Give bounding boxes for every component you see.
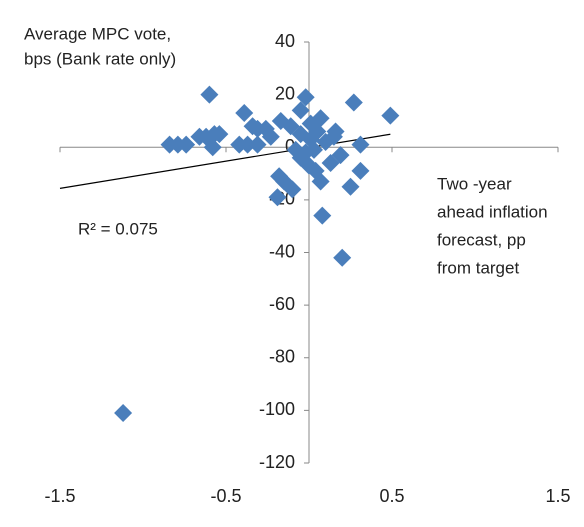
point [331, 146, 350, 165]
y-axis-label: bps (Bank rate only) [24, 49, 176, 68]
x-tick-label: -1.5 [44, 486, 75, 506]
point [296, 88, 315, 107]
point [341, 177, 360, 196]
point [203, 138, 222, 157]
point [324, 127, 343, 146]
point [381, 106, 400, 125]
point [351, 161, 370, 180]
point [344, 93, 363, 112]
point [235, 104, 254, 123]
x-tick-label: 1.5 [545, 486, 570, 506]
point [114, 404, 133, 423]
y-tick-label: -60 [269, 294, 295, 314]
x-axis-label: Two -year [437, 174, 512, 193]
x-axis-label: ahead inflation [437, 202, 548, 221]
point [311, 109, 330, 128]
point [238, 135, 257, 154]
y-axis-label: Average MPC vote, [24, 24, 171, 43]
point [261, 127, 280, 146]
point [311, 172, 330, 191]
point [304, 140, 323, 159]
point [248, 135, 267, 154]
x-tick-label: 0.5 [379, 486, 404, 506]
point [283, 180, 302, 199]
y-tick-label: 20 [275, 83, 295, 103]
point [200, 85, 219, 104]
y-tick-label: -40 [269, 241, 295, 261]
y-tick-label: -80 [269, 347, 295, 367]
point [291, 101, 310, 120]
point [333, 248, 352, 267]
point [351, 135, 370, 154]
x-tick-label: -0.5 [210, 486, 241, 506]
r-squared-annotation: R² = 0.075 [78, 219, 158, 238]
point [286, 140, 305, 159]
y-tick-label: 40 [275, 31, 295, 51]
y-tick-label: 0 [285, 136, 295, 156]
y-tick-label: -100 [259, 399, 295, 419]
point [210, 125, 229, 144]
x-axis-label: from target [437, 258, 519, 277]
y-tick-label: -120 [259, 452, 295, 472]
point [308, 122, 327, 141]
point [268, 188, 287, 207]
point [313, 206, 332, 225]
x-axis-label: forecast, pp [437, 230, 526, 249]
point [177, 135, 196, 154]
